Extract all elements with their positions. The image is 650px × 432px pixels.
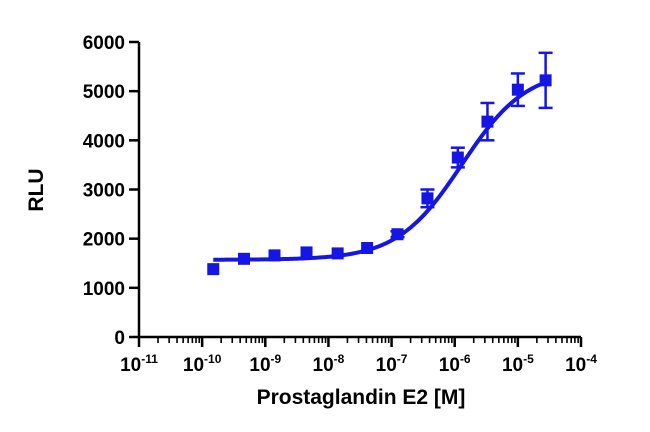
data-point bbox=[450, 146, 465, 169]
point-marker bbox=[207, 263, 220, 276]
axes: 10-11 10-10 10-9 10-8 10-7 10-6 10-5 10-4 0 1000… bbox=[83, 33, 598, 376]
x-axis-ticks: 10-11 10-10 10-9 10-8 10-7 10-6 10-5 10-4 bbox=[120, 337, 597, 376]
x-tick-label: 10-7 bbox=[376, 352, 408, 376]
point-marker bbox=[268, 249, 281, 262]
data-point bbox=[207, 263, 220, 276]
point-marker bbox=[451, 151, 464, 164]
y-tick-label: 3000 bbox=[83, 181, 125, 202]
data-point bbox=[237, 252, 250, 265]
point-marker bbox=[539, 74, 552, 87]
y-tick-label: 1000 bbox=[83, 279, 125, 300]
plot-area bbox=[207, 51, 553, 276]
y-tick-label: 4000 bbox=[83, 131, 125, 152]
fit-curve bbox=[213, 80, 547, 262]
data-point bbox=[480, 101, 495, 142]
data-point bbox=[361, 242, 374, 255]
x-tick-label: 10-9 bbox=[249, 352, 281, 376]
data-point bbox=[300, 246, 313, 259]
data-point bbox=[390, 228, 405, 241]
point-marker bbox=[300, 246, 313, 259]
y-tick-label: 2000 bbox=[83, 230, 125, 251]
x-tick-label: 10-6 bbox=[439, 352, 471, 376]
x-tick-label: 10-4 bbox=[565, 352, 597, 376]
point-marker bbox=[391, 228, 404, 241]
data-point bbox=[420, 188, 435, 209]
x-tick-label: 10-10 bbox=[183, 352, 222, 376]
y-tick-label: 5000 bbox=[83, 82, 125, 103]
point-marker bbox=[421, 192, 434, 205]
y-axis-ticks: 0 1000 2000 3000 4000 5000 6000 bbox=[83, 33, 139, 349]
point-marker bbox=[237, 252, 250, 265]
point-marker bbox=[361, 242, 374, 255]
x-tick-label: 10-11 bbox=[120, 352, 158, 376]
data-point bbox=[510, 72, 525, 108]
point-marker bbox=[331, 247, 344, 260]
y-tick-label: 6000 bbox=[83, 33, 125, 54]
x-tick-label: 10-8 bbox=[313, 352, 345, 376]
data-point bbox=[268, 249, 281, 262]
data-point bbox=[538, 51, 553, 110]
y-axis-title: RLU bbox=[25, 168, 48, 211]
data-point bbox=[331, 247, 344, 260]
x-tick-label: 10-5 bbox=[502, 352, 534, 376]
point-marker bbox=[481, 115, 494, 128]
point-marker bbox=[511, 83, 524, 96]
data-points bbox=[207, 51, 553, 276]
y-tick-label: 0 bbox=[114, 328, 125, 349]
x-axis-title: Prostaglandin E2 [M] bbox=[257, 386, 466, 409]
